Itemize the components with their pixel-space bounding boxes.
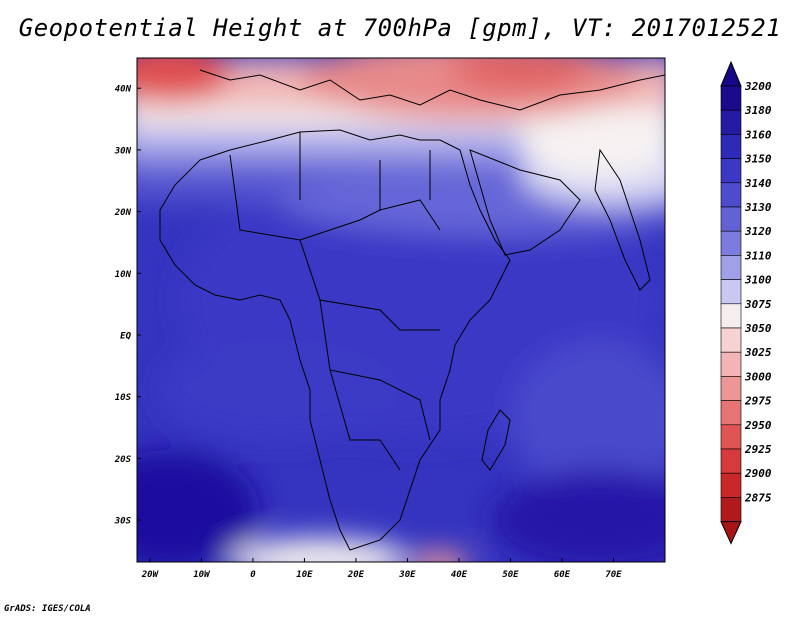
- colorbar: 3200 3180 3160 3150 3140 3130 3120 3110 3100 3075…: [720, 60, 772, 545]
- colorbar-swatch: [720, 351, 742, 377]
- india-coastline: [594, 148, 651, 291]
- colorbar-swatch: [720, 85, 742, 111]
- colorbar-swatch: [720, 424, 742, 450]
- colorbar-swatch: [720, 279, 742, 305]
- contour-field: [137, 58, 665, 562]
- lon-label: 10W: [193, 570, 211, 580]
- lon-label: 30E: [398, 570, 416, 580]
- colorbar-swatch: [720, 134, 742, 159]
- lat-label: 10N: [115, 270, 132, 280]
- plot-frame: [136, 57, 666, 563]
- lat-label: 30S: [114, 517, 132, 527]
- colorbar-swatch: [720, 182, 742, 208]
- borders-3: [319, 299, 431, 441]
- colorbar-swatch: [720, 206, 742, 232]
- lat-label: 20N: [114, 208, 132, 218]
- coastlines: [159, 69, 665, 551]
- colorbar-label: 3150: [744, 153, 772, 166]
- lon-label: 50E: [502, 570, 519, 580]
- arabia-coastline: [469, 149, 581, 256]
- madagascar-coastline: [481, 409, 511, 471]
- borders-4: [329, 369, 401, 471]
- longitude-labels: 20W 10W 0 10E 20E 30E 40E 50E 60E 70E: [141, 558, 622, 580]
- colorbar-swatch: [720, 303, 742, 329]
- colorbar-label: 2900: [744, 467, 772, 480]
- colorbar-label: 2950: [744, 419, 772, 432]
- colorbar-swatch: [720, 472, 742, 498]
- colorbar-label: 3130: [744, 201, 772, 214]
- colorbar-top-arrow: [720, 60, 742, 87]
- colorbar-label: 3140: [744, 177, 772, 190]
- lon-label: 0: [250, 570, 256, 580]
- colorbar-label: 2875: [744, 491, 772, 504]
- colorbar-swatch: [720, 230, 742, 256]
- borders-5: [299, 132, 431, 210]
- lat-label: 30N: [114, 146, 132, 156]
- colorbar-label: 3160: [744, 128, 772, 141]
- colorbar-label: 3120: [744, 225, 772, 238]
- africa-coastline: [159, 129, 511, 551]
- lat-label: 10S: [115, 393, 132, 403]
- lat-label: 40N: [115, 85, 132, 95]
- colorbar-label: 3050: [744, 322, 772, 335]
- colorbar-swatch: [720, 158, 742, 184]
- lat-label: 20S: [114, 455, 132, 465]
- colorbar-swatch: [720, 400, 742, 426]
- lon-label: 10E: [296, 570, 313, 580]
- map-title: Geopotential Height at 700hPa [gpm], VT:…: [18, 14, 782, 42]
- lon-label: 20E: [347, 570, 365, 580]
- colorbar-swatch: [720, 255, 742, 280]
- colorbar-swatch: [720, 448, 742, 474]
- lon-label: 40E: [451, 570, 468, 580]
- borders-2: [299, 239, 440, 331]
- colorbar-swatch: [720, 376, 742, 401]
- colorbar-swatch: [720, 497, 742, 522]
- lat-label: EQ: [120, 331, 131, 341]
- colorbar-swatch: [720, 109, 742, 135]
- colorbar-bottom-arrow: [720, 521, 742, 545]
- colorbar-label: 3100: [744, 274, 772, 287]
- borders-1: [229, 154, 441, 241]
- colorbar-label: 3180: [744, 104, 772, 117]
- colorbar-label: 3110: [744, 249, 772, 262]
- latitude-labels: 40N 30N 20N 10N EQ 10S 20S 30S: [114, 85, 141, 527]
- colorbar-label: 2925: [744, 443, 772, 456]
- colorbar-label: 3075: [744, 298, 772, 311]
- colorbar-swatch: [720, 327, 742, 353]
- colorbar-label: 3000: [744, 370, 772, 383]
- colorbar-label: 3025: [744, 346, 772, 359]
- europe-coastline: [199, 69, 665, 111]
- lon-label: 70E: [605, 570, 622, 580]
- lon-label: 60E: [554, 570, 571, 580]
- colorbar-label: 2975: [744, 395, 772, 408]
- credit-text: GrADS: IGES/COLA: [4, 604, 91, 614]
- lon-label: 20W: [141, 570, 160, 580]
- colorbar-label: 3200: [744, 80, 772, 93]
